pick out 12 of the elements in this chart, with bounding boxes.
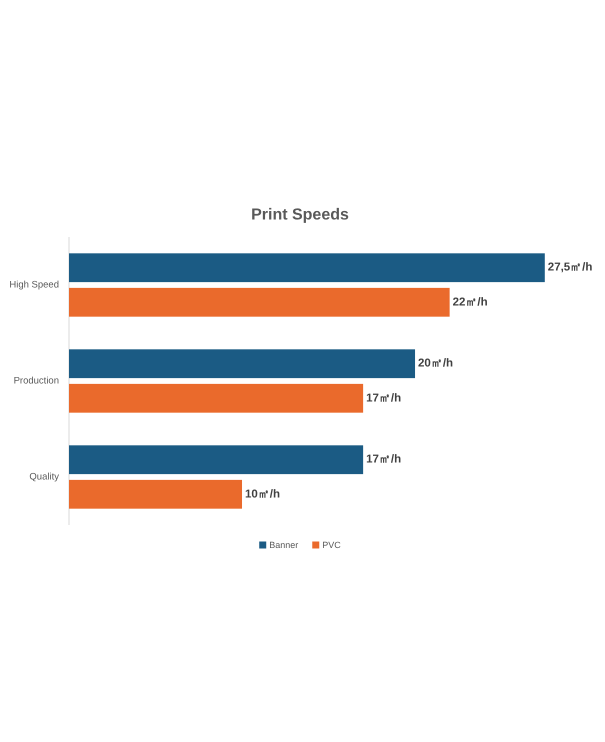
data-label: 17㎡/h <box>366 454 402 466</box>
data-label: 20㎡/h <box>418 358 454 370</box>
legend-label: PVC <box>322 540 342 550</box>
legend-label: Banner <box>269 540 298 550</box>
data-label: 27,5㎡/h <box>548 262 592 274</box>
data-label: 17㎡/h <box>366 392 402 404</box>
data-label: 10㎡/h <box>245 488 280 500</box>
y-tick-label: Quality <box>29 472 60 482</box>
y-tick-label: Production <box>14 376 59 386</box>
y-tick-label: High Speed <box>9 280 59 290</box>
chart-title: Print Speeds <box>251 206 349 224</box>
data-label: 22㎡/h <box>452 296 488 308</box>
